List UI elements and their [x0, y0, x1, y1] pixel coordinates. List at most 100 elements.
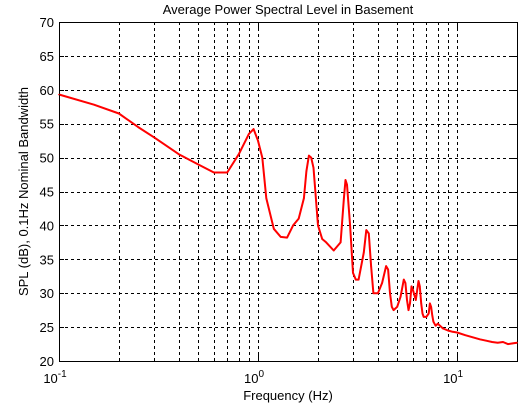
data-point: [507, 343, 509, 345]
data-point: [238, 153, 240, 155]
data-point: [410, 285, 413, 288]
data-point: [273, 228, 275, 230]
data-point: [437, 322, 439, 325]
data-point: [385, 265, 387, 267]
data-point: [317, 224, 319, 227]
data-point: [432, 320, 435, 323]
data-point: [407, 309, 410, 311]
data-point: [389, 292, 391, 295]
data-point: [312, 167, 315, 169]
data-point: [352, 272, 354, 274]
data-point: [93, 103, 95, 106]
data-point: [415, 299, 417, 301]
y-tick-label: 35: [40, 252, 54, 267]
data-point: [303, 197, 305, 200]
chart-title: Average Power Spectral Level in Basement: [163, 2, 414, 17]
data-point: [355, 278, 357, 281]
x-tick-labels: 10-1 100 101: [43, 369, 463, 386]
data-point: [346, 183, 348, 186]
y-tick-label: 55: [40, 117, 54, 132]
data-point: [370, 265, 372, 267]
data-point: [368, 232, 370, 235]
data-point: [265, 197, 268, 200]
data-point: [339, 241, 342, 244]
data-point: [305, 170, 308, 172]
data-point: [511, 342, 514, 345]
data-point: [343, 197, 345, 200]
y-axis-label: SPL (dB), 0.1Hz Nominal Bandwidth: [16, 87, 31, 296]
data-point: [377, 292, 379, 295]
y-tick-label: 50: [40, 151, 54, 166]
data-point: [363, 251, 365, 254]
data-point: [485, 339, 488, 342]
data-point: [387, 268, 389, 271]
data-point: [381, 282, 383, 284]
y-tick-label: 40: [40, 218, 54, 233]
data-point: [297, 217, 300, 220]
x-tick-label: 100: [244, 369, 264, 386]
data-point: [479, 338, 481, 341]
y-tick-label: 60: [40, 83, 54, 98]
data-point: [447, 329, 449, 332]
y-tick-label: 30: [40, 286, 54, 301]
data-point: [261, 156, 264, 159]
y-tick-label: 65: [40, 49, 54, 64]
data-point: [420, 302, 423, 305]
data-point: [425, 316, 428, 318]
data-point: [427, 312, 430, 315]
data-point: [153, 136, 155, 139]
grid-lines: [59, 22, 517, 361]
data-point: [399, 295, 402, 298]
data-point: [286, 236, 288, 239]
data-point: [464, 334, 467, 337]
x-axis-label: Frequency (Hz): [243, 388, 333, 403]
data-point: [321, 238, 324, 240]
data-point: [332, 249, 335, 252]
data-point: [422, 316, 425, 318]
data-point: [310, 156, 313, 159]
data-point: [491, 341, 493, 343]
data-points: [58, 93, 518, 345]
data-point: [421, 312, 424, 315]
data-point: [431, 314, 434, 316]
data-point: [252, 128, 255, 130]
data-point: [403, 278, 405, 281]
data-point: [419, 285, 421, 288]
data-point: [365, 229, 368, 231]
data-point: [137, 126, 139, 128]
data-point: [392, 309, 395, 311]
data-point: [404, 282, 407, 284]
data-point: [257, 139, 259, 142]
y-tick-label: 70: [40, 15, 54, 30]
data-point: [502, 341, 504, 343]
data-point: [451, 331, 454, 333]
data-point: [344, 179, 347, 181]
data-point: [178, 153, 180, 155]
data-point: [442, 327, 444, 330]
y-tick-label: 45: [40, 185, 54, 200]
y-tick-label: 25: [40, 320, 54, 335]
data-point: [308, 154, 310, 157]
axis-ticks: [59, 22, 517, 361]
x-tick-label: 10-1: [43, 369, 67, 386]
y-tick-label: 20: [40, 354, 54, 369]
data-point: [417, 280, 420, 282]
data-point: [279, 236, 282, 238]
data-point: [292, 224, 294, 227]
data-point: [396, 306, 399, 308]
data-point: [325, 241, 328, 244]
data-point: [349, 224, 351, 227]
data-point: [409, 302, 411, 305]
data-point: [412, 289, 414, 291]
data-point: [372, 292, 375, 295]
data-point: [406, 299, 408, 301]
data-point: [429, 302, 431, 305]
data-point: [391, 306, 393, 308]
data-point: [357, 278, 360, 281]
data-point: [58, 93, 60, 96]
data-point: [472, 336, 474, 339]
data-point: [118, 112, 120, 115]
data-point: [496, 341, 499, 344]
data-point: [197, 163, 199, 166]
